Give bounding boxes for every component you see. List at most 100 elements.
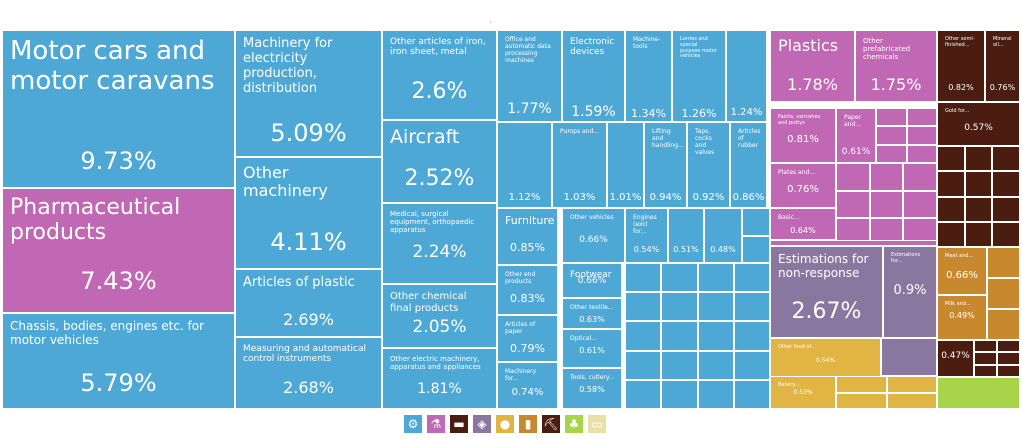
filler-cell[interactable] bbox=[869, 163, 904, 191]
filler-cell[interactable] bbox=[974, 364, 997, 377]
tile-item-16[interactable]: 1.24% bbox=[726, 30, 767, 122]
filler-cell[interactable] bbox=[625, 379, 662, 409]
filler-cell[interactable] bbox=[661, 263, 698, 293]
tile-machine-tools-14[interactable]: Machine-tools 1.34% bbox=[625, 30, 672, 122]
filler-cell[interactable] bbox=[697, 263, 734, 293]
filler-cell[interactable] bbox=[661, 379, 698, 409]
tile-pumps-and-18[interactable]: Pumps and... 1.03% bbox=[552, 122, 607, 208]
filler-cell[interactable] bbox=[625, 321, 662, 351]
filler-cell[interactable] bbox=[876, 144, 907, 163]
tile-meat-and-46[interactable]: Meat and... 0.66% bbox=[937, 247, 987, 295]
filler-cell[interactable] bbox=[733, 350, 770, 380]
tile-item-48[interactable]: 0.47% bbox=[937, 340, 974, 377]
tile-paper-and-38[interactable]: Paper and... 0.61% bbox=[836, 108, 876, 163]
filler-cell[interactable] bbox=[661, 292, 698, 322]
metals-icon[interactable]: ▬ bbox=[449, 414, 469, 434]
stone-glass-icon[interactable]: ⛏ bbox=[541, 414, 561, 434]
tile-item-19[interactable]: 1.01% bbox=[607, 122, 644, 208]
filler-cell[interactable] bbox=[937, 146, 965, 172]
filler-cell[interactable] bbox=[661, 321, 698, 351]
tile-estimations-for-non-response-41[interactable]: Estimations for non-response 2.67% bbox=[770, 246, 883, 338]
filler-cell[interactable] bbox=[964, 146, 993, 172]
filler-cell[interactable] bbox=[886, 392, 937, 409]
filler-cell[interactable] bbox=[987, 309, 1020, 340]
tile-plates-and-39[interactable]: Plates and... 0.76% bbox=[770, 163, 836, 208]
tile-lifting-and-handling-20[interactable]: Lifting and handling... 0.94% bbox=[644, 122, 687, 208]
tile-item-17[interactable]: 1.12% bbox=[497, 122, 552, 208]
tile-furniture-23[interactable]: Furniture 0.85% bbox=[497, 208, 558, 265]
tile-plastics-35[interactable]: Plastics 1.78% bbox=[770, 30, 855, 102]
tile-articles-of-rubber-22[interactable]: Articles of rubber 0.86% bbox=[730, 122, 767, 208]
filler-cell[interactable] bbox=[906, 126, 937, 145]
filler-cell[interactable] bbox=[733, 263, 770, 293]
tile-mineral-oil-44[interactable]: Mineral oil... 0.76% bbox=[985, 30, 1020, 102]
estimations-icon[interactable]: ◈ bbox=[472, 414, 492, 434]
filler-cell[interactable] bbox=[906, 108, 937, 127]
foodstuffs-icon[interactable]: ● bbox=[495, 414, 515, 434]
filler-cell[interactable] bbox=[733, 321, 770, 351]
filler-cell[interactable] bbox=[974, 340, 997, 353]
vegetable-products-icon[interactable]: ♣ bbox=[564, 414, 584, 434]
tile-measuring-and-automatical-control-instru-6[interactable]: Measuring and automatical control instru… bbox=[235, 337, 382, 409]
filler-cell[interactable] bbox=[836, 190, 870, 219]
filler-cell[interactable] bbox=[697, 292, 734, 322]
tile-other-articles-of-iron-iron-sheet-metal-7[interactable]: Other articles of iron, iron sheet, meta… bbox=[382, 30, 497, 120]
tile-gold-for-45[interactable]: Gold for... 0.57% bbox=[937, 102, 1020, 146]
tile-pharmaceutical-products-1[interactable]: Pharmaceutical products 7.43% bbox=[2, 188, 235, 313]
tile-tools-cutlery-34[interactable]: Tools, cutlery... 0.58% bbox=[562, 368, 622, 409]
filler-cell[interactable] bbox=[992, 171, 1020, 197]
animal-hides-icon[interactable]: ▭ bbox=[587, 414, 607, 434]
filler-cell[interactable] bbox=[903, 190, 937, 219]
filler-cell[interactable] bbox=[987, 247, 1020, 278]
filler-cell[interactable] bbox=[997, 340, 1020, 353]
tile-other-end-products-29[interactable]: Other end products 0.83% bbox=[497, 265, 558, 315]
filler-cell[interactable] bbox=[997, 352, 1020, 365]
filler-cell[interactable] bbox=[881, 338, 937, 376]
filler-cell[interactable] bbox=[937, 171, 965, 197]
filler-cell[interactable] bbox=[937, 221, 965, 247]
tile-machinery-for-33[interactable]: Machinery for... 0.74% bbox=[497, 362, 558, 409]
tile-other-chemical-final-products-10[interactable]: Other chemical final products 2.05% bbox=[382, 284, 497, 348]
machinery-icon[interactable]: ⚙ bbox=[403, 414, 423, 434]
tile-other-vehicles-24[interactable]: Other vehicles 0.66% bbox=[562, 208, 625, 263]
filler-cell[interactable] bbox=[906, 144, 937, 163]
tile-other-prefabricated-chemicals-36[interactable]: Other prefabricated chemicals 1.75% bbox=[855, 30, 937, 102]
tile-electronic-devices-13[interactable]: Electronic devices 1.59% bbox=[562, 30, 625, 122]
tile-footwear-28[interactable]: Footwear 0.66% bbox=[562, 263, 622, 298]
filler-cell[interactable] bbox=[903, 163, 937, 191]
tile-other-electric-machinery-apparatus-and-a-11[interactable]: Other electric machinery, apparatus and … bbox=[382, 348, 497, 409]
tile-bakery-50[interactable]: Bakery... 0.53% bbox=[770, 376, 836, 409]
filler-cell[interactable] bbox=[625, 292, 662, 322]
filler-cell[interactable] bbox=[697, 350, 734, 380]
filler-cell[interactable] bbox=[770, 240, 937, 246]
tile-engines-excl-for-25[interactable]: Engines (excl for... 0.54% bbox=[625, 208, 668, 263]
filler-cell[interactable] bbox=[625, 263, 662, 293]
filler-cell[interactable] bbox=[992, 146, 1020, 172]
filler-cell[interactable] bbox=[697, 379, 734, 409]
tile-articles-of-paper-31[interactable]: Articles of paper 0.79% bbox=[497, 315, 558, 362]
tile-aircraft-8[interactable]: Aircraft 2.52% bbox=[382, 120, 497, 203]
filler-cell[interactable] bbox=[987, 278, 1020, 309]
filler-cell[interactable] bbox=[733, 379, 770, 409]
tile-other-textile-30[interactable]: Other textile... 0.63% bbox=[562, 298, 622, 329]
tile-other-semi-finished-43[interactable]: Other semi-finished... 0.82% bbox=[937, 30, 985, 102]
filler-cell[interactable] bbox=[733, 292, 770, 322]
tile-paints-varnishes-and-puttys-37[interactable]: Paints, varnishes and puttys 0.81% bbox=[770, 108, 836, 163]
tile-basic-40[interactable]: Basic... 0.64% bbox=[770, 208, 836, 240]
tile-item-26[interactable]: 0.51% bbox=[668, 208, 704, 263]
tile-estimations-for-42[interactable]: Estimations for... 0.9% bbox=[883, 246, 937, 338]
filler-cell[interactable] bbox=[876, 126, 907, 145]
filler-cell[interactable] bbox=[937, 377, 1020, 409]
tile-taps-cocks-and-valves-21[interactable]: Taps, cocks and valves 0.92% bbox=[687, 122, 730, 208]
filler-cell[interactable] bbox=[997, 364, 1020, 377]
filler-cell[interactable] bbox=[964, 221, 993, 247]
filler-cell[interactable] bbox=[661, 350, 698, 380]
tile-lorries-and-special-purpose-motor-vehicl-15[interactable]: Lorries and special purpose motor vehicl… bbox=[672, 30, 726, 122]
filler-cell[interactable] bbox=[974, 352, 997, 365]
filler-cell[interactable] bbox=[836, 392, 887, 409]
tile-machinery-for-electricity-production-dis-3[interactable]: Machinery for electricity production, di… bbox=[235, 30, 382, 157]
filler-cell[interactable] bbox=[697, 321, 734, 351]
filler-cell[interactable] bbox=[964, 196, 993, 222]
filler-cell[interactable] bbox=[869, 190, 904, 219]
tile-chassis-bodies-engines-etc-for-motor-veh-2[interactable]: Chassis, bodies, engines etc. for motor … bbox=[2, 313, 235, 409]
